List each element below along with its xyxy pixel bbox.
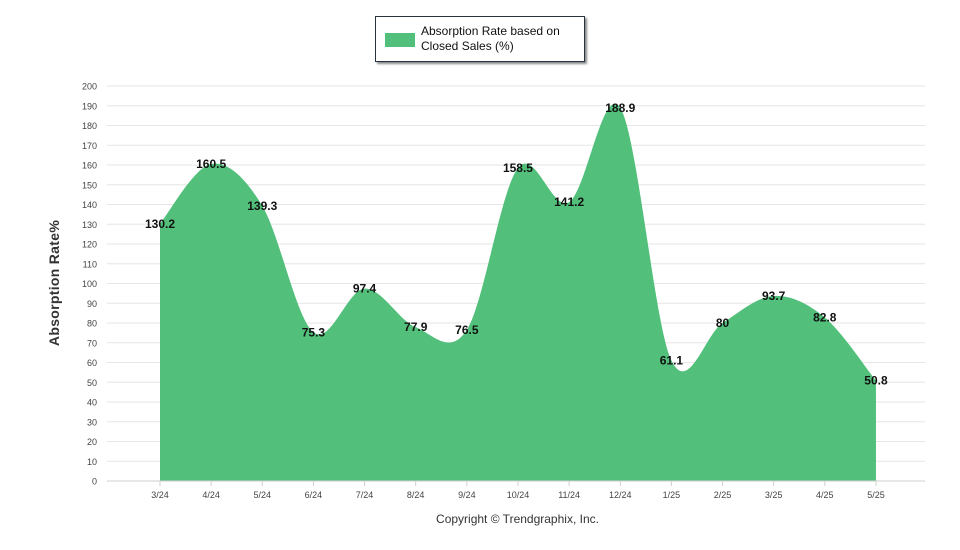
y-tick-label: 20 [87,437,97,447]
y-tick-label: 60 [87,358,97,368]
data-label: 158.5 [503,161,533,175]
data-label: 93.7 [762,289,786,303]
y-tick-label: 130 [82,220,97,230]
data-label: 188.9 [605,101,635,115]
x-tick-label: 4/24 [202,490,220,500]
y-tick-label: 150 [82,180,97,190]
y-tick-label: 0 [92,477,97,487]
data-label: 77.9 [404,320,428,334]
y-tick-label: 90 [87,299,97,309]
chart-legend: Absorption Rate based on Closed Sales (%… [375,16,585,62]
data-label: 160.5 [196,157,226,171]
data-label: 82.8 [813,310,837,324]
data-label: 50.8 [864,374,888,388]
y-tick-label: 120 [82,240,97,250]
data-label: 139.3 [247,199,277,213]
x-tick-label: 7/24 [356,490,374,500]
x-tick-label: 1/25 [663,490,681,500]
x-tick-label: 6/24 [305,490,323,500]
x-tick-label: 8/24 [407,490,425,500]
y-tick-label: 70 [87,338,97,348]
x-tick-label: 4/25 [816,490,834,500]
y-tick-label: 200 [82,82,97,92]
x-tick-label: 2/25 [714,490,732,500]
data-label: 61.1 [660,353,684,367]
y-tick-label: 10 [87,457,97,467]
copyright-footer: Copyright © Trendgraphix, Inc. [436,512,599,526]
y-tick-label: 80 [87,319,97,329]
data-label: 141.2 [554,195,584,209]
y-tick-label: 30 [87,417,97,427]
area-series [160,103,876,482]
y-tick-label: 40 [87,398,97,408]
y-axis-title: Absorption Rate% [46,219,62,347]
data-label: 75.3 [302,325,326,339]
x-tick-label: 3/25 [765,490,783,500]
legend-label: Absorption Rate based on Closed Sales (%… [421,24,560,53]
y-tick-label: 140 [82,200,97,210]
data-label: 130.2 [145,217,175,231]
x-tick-label: 3/24 [151,490,169,500]
x-tick-label: 10/24 [507,490,530,500]
x-tick-label: 12/24 [609,490,632,500]
y-tick-label: 100 [82,279,97,289]
data-label: 97.4 [353,282,377,296]
y-tick-label: 50 [87,378,97,388]
y-tick-label: 170 [82,141,97,151]
legend-swatch [385,33,415,47]
x-tick-label: 5/24 [254,490,272,500]
x-tick-label: 5/25 [867,490,885,500]
data-label: 80 [716,316,730,330]
x-tick-label: 11/24 [558,490,580,500]
y-tick-label: 160 [82,161,97,171]
x-tick-label: 9/24 [458,490,476,500]
y-tick-label: 190 [82,101,97,111]
y-tick-label: 180 [82,121,97,131]
y-tick-label: 110 [83,259,97,269]
data-label: 76.5 [455,323,479,337]
